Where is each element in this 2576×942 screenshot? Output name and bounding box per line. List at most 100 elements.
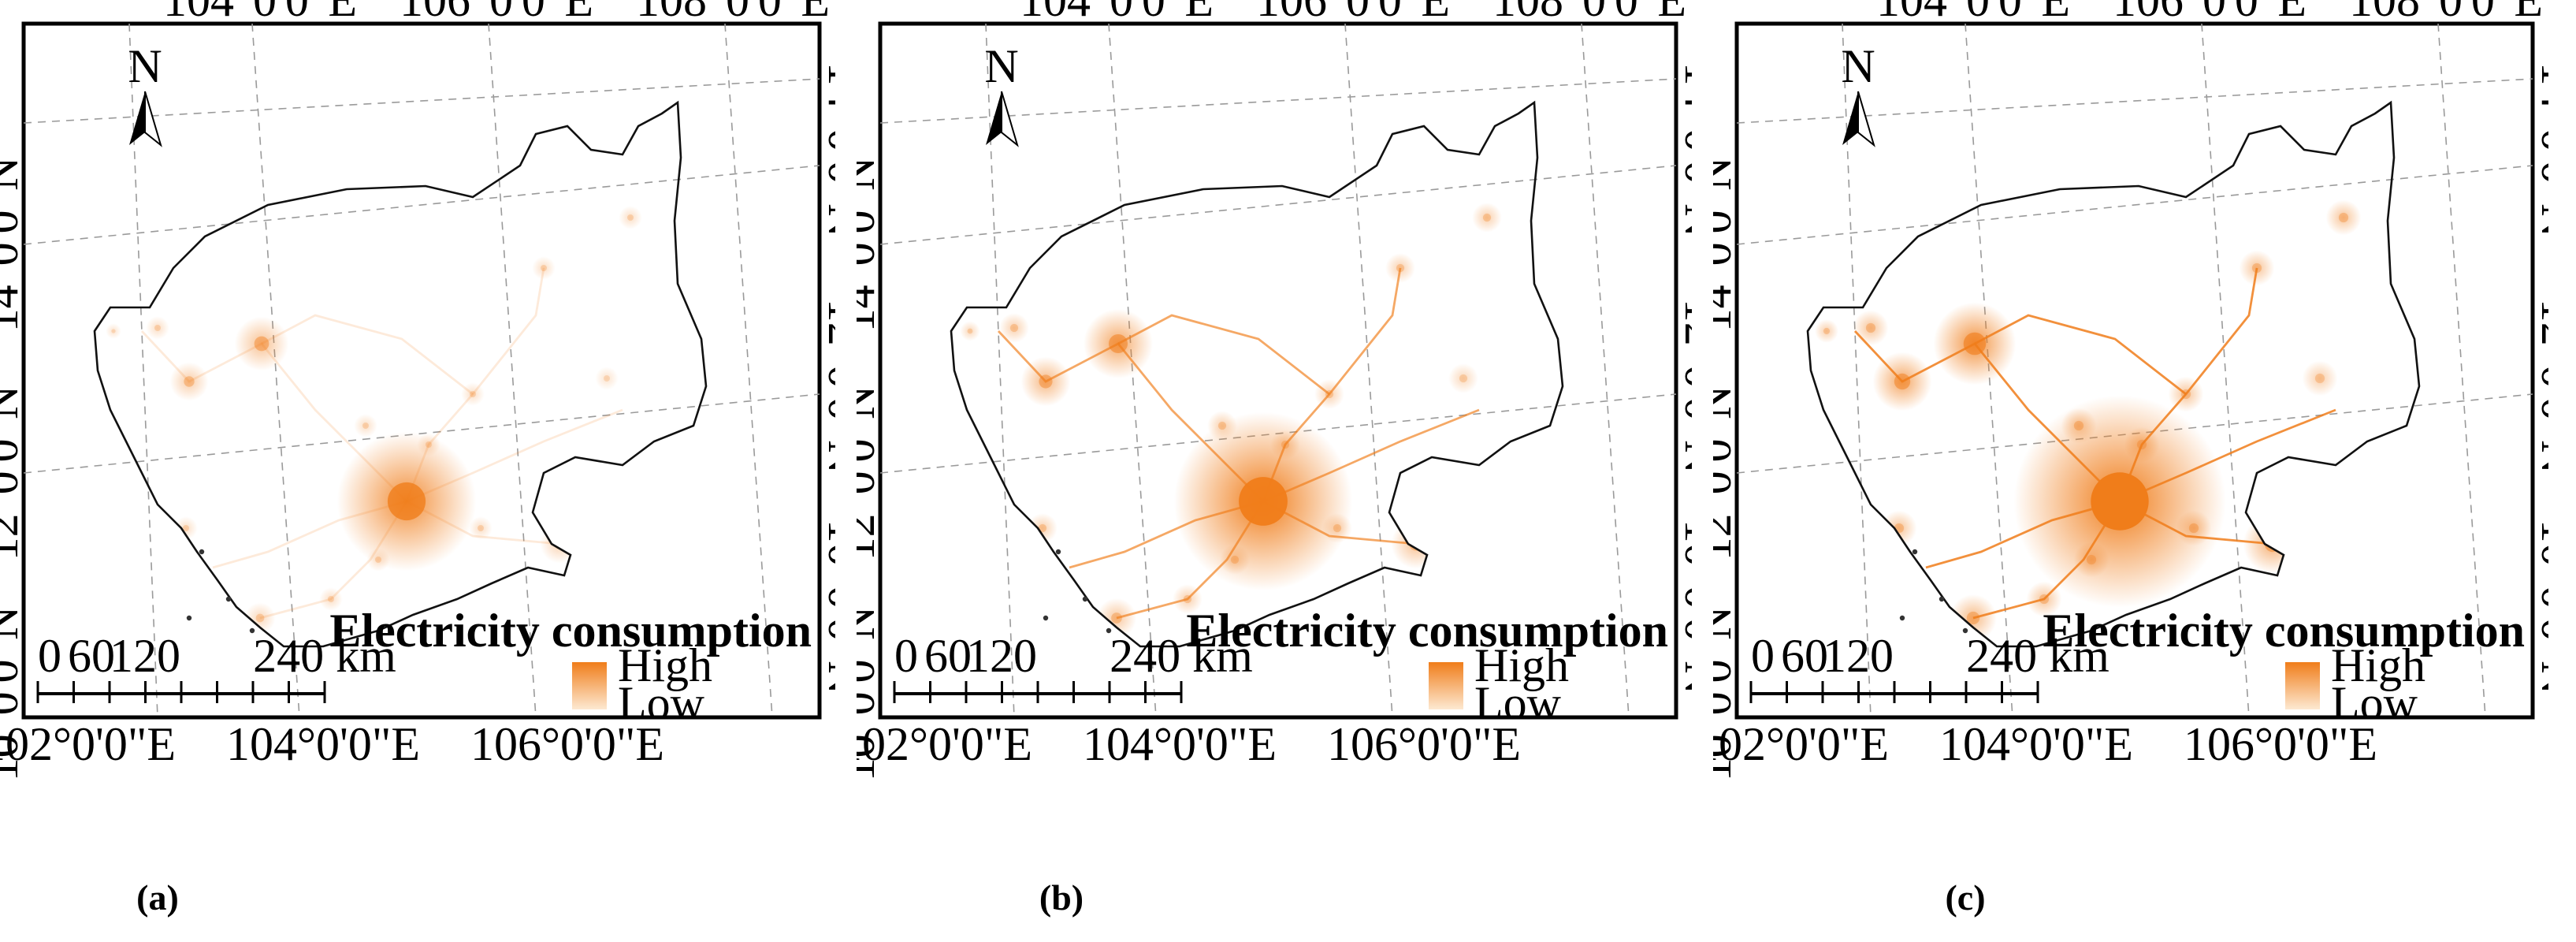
city-core xyxy=(254,336,269,352)
lat-label-right: 12°0'0"N xyxy=(1675,299,1692,475)
island xyxy=(1962,627,1968,634)
scale-label: 0 xyxy=(38,630,61,682)
island xyxy=(1055,549,1061,555)
road-line xyxy=(261,314,474,396)
city-core xyxy=(1963,332,1987,356)
legend-color-ramp xyxy=(572,662,607,709)
city-core xyxy=(1217,421,1227,430)
north-label: N xyxy=(1841,40,1875,92)
lat-label-left: 10°0'0"N xyxy=(857,606,884,782)
city-core xyxy=(425,441,433,449)
city-core xyxy=(255,613,265,623)
lights-layer xyxy=(106,206,642,634)
city-core xyxy=(2251,262,2262,274)
city-glow xyxy=(146,316,169,340)
island xyxy=(1899,615,1905,621)
map-panel-c: N 104°0'0"E 106°0'0"E 108°0'0"E 102°0'0"E 104… xyxy=(1713,0,2548,942)
city-glow xyxy=(234,316,289,371)
scale-label: 120 xyxy=(966,630,1037,682)
legend-color-ramp xyxy=(1429,662,1463,709)
city-core xyxy=(184,376,195,387)
lon-label-bottom: 102°0'0"E xyxy=(1713,718,1889,770)
scale-label: 120 xyxy=(110,630,180,682)
lat-label-right: 14°0'0"N xyxy=(1675,62,1692,238)
city-glow xyxy=(1815,319,1838,343)
lat-label-right: 10°0'0"N xyxy=(1675,519,1692,695)
city-core xyxy=(1108,333,1128,354)
island xyxy=(1912,549,1918,555)
lon-label-bottom: 104°0'0"E xyxy=(226,718,420,770)
city-core xyxy=(1459,374,1468,383)
lon-label-top: 108°0'0"E xyxy=(1492,0,1686,26)
lat-label-left: 14°0'0"N xyxy=(0,157,28,333)
city-glow xyxy=(1207,411,1237,441)
scale-label: 60 xyxy=(924,630,972,682)
lon-label-bottom: 106°0'0"E xyxy=(2184,718,2377,770)
lat-label-right: 14°0'0"N xyxy=(819,62,835,238)
city-core xyxy=(1966,611,1980,625)
lat-label-left: 12°0'0"N xyxy=(0,385,28,561)
city-glow xyxy=(2073,542,2109,578)
city-glow xyxy=(366,548,390,572)
lon-label-bottom: 106°0'0"E xyxy=(470,718,664,770)
city-glow xyxy=(1270,430,1300,460)
legend-low-label: Low xyxy=(1474,677,1562,729)
city-glow xyxy=(169,362,209,401)
city-core xyxy=(477,524,485,532)
city-glow xyxy=(417,433,440,456)
city-core xyxy=(1894,373,1911,390)
city-glow xyxy=(106,323,121,339)
lat-label-left: 10°0'0"N xyxy=(1713,606,1741,782)
island xyxy=(225,596,232,602)
legend-high-label: High xyxy=(2331,639,2425,691)
north-label: N xyxy=(984,40,1018,92)
city-glow xyxy=(1853,310,1889,346)
lon-label-top: 104°0'0"E xyxy=(1020,0,1214,26)
lon-label-bottom: 104°0'0"E xyxy=(1939,718,2133,770)
city-core xyxy=(374,556,382,564)
scale-label: 240 km xyxy=(1966,630,2109,682)
scale-label: 120 xyxy=(1823,630,1894,682)
country-outline xyxy=(950,100,1564,648)
lon-label-top: 108°0'0"E xyxy=(636,0,830,26)
lon-label-top: 104°0'0"E xyxy=(1876,0,2070,26)
island xyxy=(186,615,192,621)
island xyxy=(1106,627,1112,634)
lon-label-top: 108°0'0"E xyxy=(2349,0,2543,26)
legend-title: Electricity consumption xyxy=(1186,605,1668,657)
city-glow xyxy=(1385,253,1415,283)
scale-label: 240 km xyxy=(253,630,396,682)
city-glow xyxy=(2124,426,2160,463)
subfigure-label: (b) xyxy=(1039,877,1084,918)
north-label: N xyxy=(128,40,162,92)
city-core xyxy=(2086,554,2097,565)
lat-label-right: 12°0'0"N xyxy=(2532,299,2548,475)
city-core xyxy=(2091,472,2149,531)
city-core xyxy=(182,524,190,532)
north-arrow-icon: N xyxy=(128,40,162,147)
city-core xyxy=(2180,389,2191,400)
city-core xyxy=(154,324,162,332)
island xyxy=(1043,615,1049,621)
city-glow xyxy=(2168,376,2204,412)
city-core xyxy=(1823,327,1831,335)
lon-label-top: 106°0'0"E xyxy=(400,0,593,26)
city-glow xyxy=(1173,584,1203,614)
island xyxy=(1082,596,1088,602)
lat-label-left: 14°0'0"N xyxy=(857,157,884,333)
city-glow xyxy=(2239,250,2275,286)
lat-label-left: 12°0'0"N xyxy=(1713,385,1741,561)
city-glow xyxy=(999,313,1029,343)
city-glow xyxy=(1872,352,1932,411)
city-core xyxy=(111,329,116,333)
lon-label-bottom: 102°0'0"E xyxy=(0,718,176,770)
city-glow xyxy=(1322,513,1352,543)
city-core xyxy=(1038,523,1047,533)
city-glow xyxy=(2026,581,2062,617)
north-arrow-icon: N xyxy=(1841,40,1875,147)
legend-low-label: Low xyxy=(2331,677,2418,729)
legend-low-label: Low xyxy=(618,677,705,729)
